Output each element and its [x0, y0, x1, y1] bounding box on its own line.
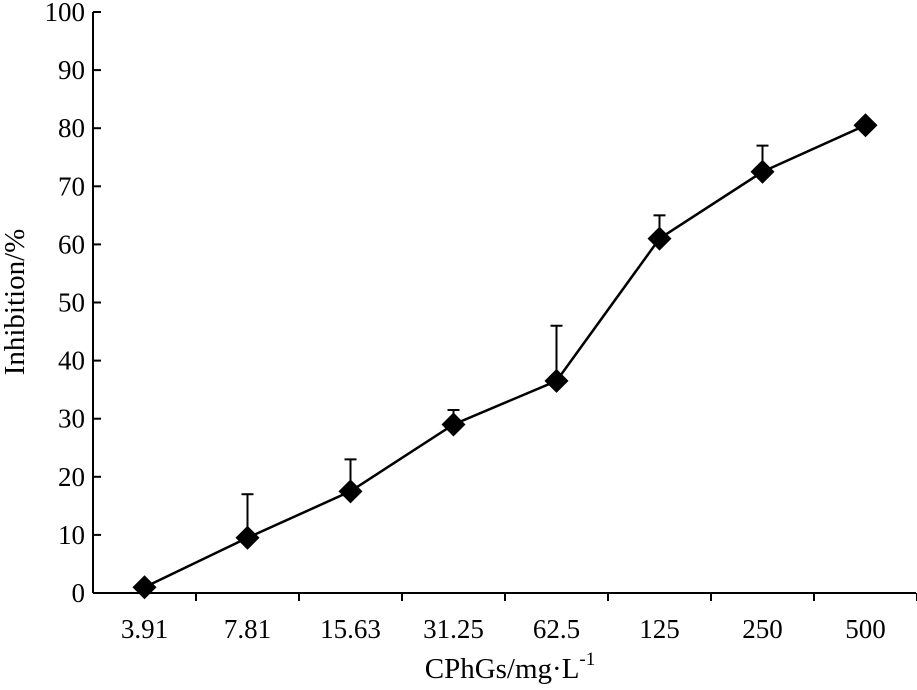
y-tick-label: 40 — [58, 346, 85, 376]
y-tick-label: 50 — [58, 288, 85, 318]
data-point-marker — [853, 113, 878, 138]
data-point-marker — [132, 575, 157, 600]
x-tick-label: 500 — [845, 614, 886, 644]
data-point-marker — [647, 226, 672, 251]
x-tick-label: 3.91 — [121, 614, 168, 644]
x-axis-label-text: CPhGs/mg·L — [425, 653, 580, 685]
x-tick-label: 15.63 — [320, 614, 381, 644]
y-tick-label: 30 — [58, 404, 85, 434]
y-tick-label: 0 — [72, 578, 86, 608]
axes: 0 10 20 30 40 50 60 70 80 90 100 3.91 7.81 15.63 31.25… — [45, 0, 917, 644]
y-tick-label: 60 — [58, 229, 85, 259]
y-tick-label: 20 — [58, 462, 85, 492]
y-tick-label: 90 — [58, 55, 85, 85]
data-point-marker — [338, 479, 363, 504]
x-axis-label: CPhGs/mg·L-1 — [425, 649, 596, 685]
data-point-marker — [750, 159, 775, 184]
y-axis-label: Inhibition/% — [0, 229, 31, 376]
y-tick-label: 10 — [58, 520, 85, 550]
x-tick-label: 250 — [742, 614, 783, 644]
data-point-marker — [441, 412, 466, 437]
x-tick-label: 31.25 — [423, 614, 484, 644]
data-point-marker — [235, 525, 260, 550]
x-tick-label: 125 — [639, 614, 680, 644]
error-bars — [241, 144, 769, 538]
y-tick-label: 70 — [58, 171, 85, 201]
data-point-marker — [544, 368, 569, 393]
x-axis-label-superscript: -1 — [579, 649, 595, 670]
y-tick-label: 80 — [58, 113, 85, 143]
series — [132, 113, 878, 600]
series-line — [143, 124, 867, 589]
y-tick-label: 100 — [45, 0, 86, 27]
x-tick-label: 62.5 — [533, 614, 580, 644]
x-tick-label: 7.81 — [224, 614, 271, 644]
